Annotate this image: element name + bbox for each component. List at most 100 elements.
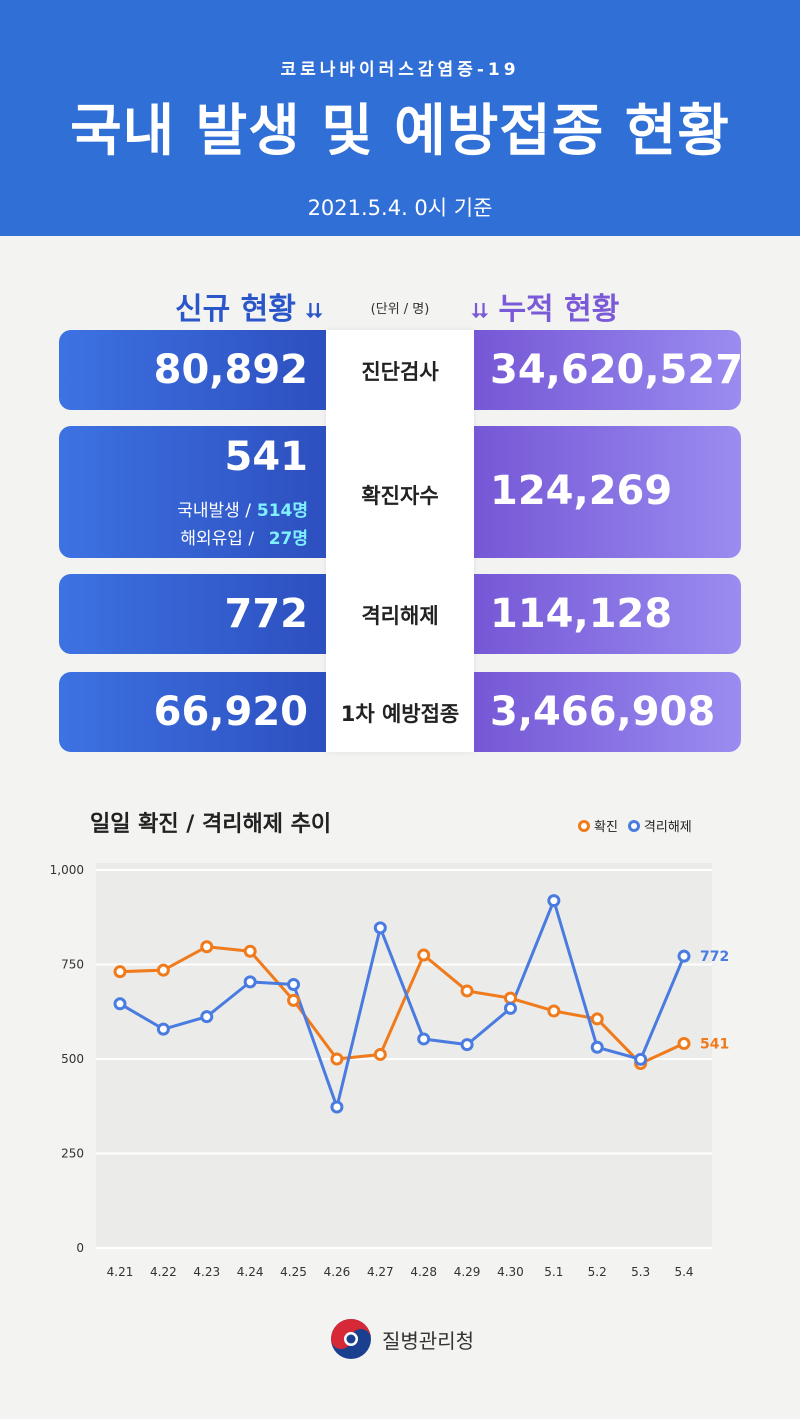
row-label-strip xyxy=(326,330,474,752)
domestic-label: 국내발생 / xyxy=(177,501,251,521)
new-status-header: 신규 현황 ⮇ xyxy=(175,284,322,328)
cumulative-status-header: ⮇ 누적 현황 xyxy=(472,284,619,328)
overseas-breakdown: 해외유입 / 27명 xyxy=(180,524,308,549)
data-point xyxy=(156,1022,170,1036)
row-label-tests: 진단검사 xyxy=(361,360,439,384)
plot-area xyxy=(96,863,712,1249)
x-tick-label: 5.3 xyxy=(631,1265,650,1279)
x-tick-label: 4.25 xyxy=(280,1265,307,1279)
data-point xyxy=(503,1001,517,1015)
new-confirmed-value: 541 xyxy=(224,434,309,480)
data-point xyxy=(200,940,214,954)
row-label-released: 격리해제 xyxy=(361,604,439,628)
data-point xyxy=(547,894,561,908)
chart-title: 일일 확진 / 격리해제 추이 xyxy=(90,812,332,837)
data-point xyxy=(677,1037,691,1051)
data-point xyxy=(330,1100,344,1114)
legend-label-released: 격리해제 xyxy=(643,820,692,835)
domestic-breakdown: 국내발생 / 514명 xyxy=(177,496,308,521)
cumulative-confirmed-card: 124,269 xyxy=(474,426,741,558)
y-tick-label: 1,000 xyxy=(50,863,84,877)
cumulative-released-card: 114,128 xyxy=(474,574,741,654)
chevron-down-icon: ⮇ xyxy=(306,298,323,323)
domestic-value: 514명 xyxy=(256,501,308,521)
cumulative-vaccination-value: 3,466,908 xyxy=(490,689,716,735)
cumulative-vaccination-card: 3,466,908 xyxy=(474,672,741,752)
data-point xyxy=(373,921,387,935)
report-date: 2021.5.4. 0시 기준 xyxy=(307,196,493,220)
new-tests-card: 80,892 xyxy=(59,330,326,410)
new-vaccination-value: 66,920 xyxy=(153,689,308,735)
cumulative-tests-value: 34,620,527 xyxy=(490,347,744,393)
data-point xyxy=(503,991,517,1005)
data-point xyxy=(677,949,691,963)
data-point xyxy=(590,1040,604,1054)
x-tick-label: 4.29 xyxy=(454,1265,481,1279)
footer: 질병관리청 xyxy=(330,1318,474,1360)
end-value-label: 541 xyxy=(700,1037,729,1053)
row-label-confirmed: 확진자수 xyxy=(361,484,439,508)
cumulative-tests-card: 34,620,527 xyxy=(474,330,744,410)
x-tick-label: 5.2 xyxy=(588,1265,607,1279)
legend-dot-icon xyxy=(627,819,640,832)
new-released-card: 772 xyxy=(59,574,326,654)
legend-dot-icon xyxy=(578,819,590,832)
data-point xyxy=(460,1038,474,1052)
new-tests-value: 80,892 xyxy=(153,347,308,393)
taegeuk-emblem-icon xyxy=(331,1319,371,1359)
new-status-label: 신규 현황 xyxy=(175,292,296,327)
series-line-released xyxy=(119,899,686,1109)
cumulative-released-value: 114,128 xyxy=(490,591,673,637)
data-point xyxy=(200,1010,214,1024)
data-point xyxy=(243,975,257,989)
data-point xyxy=(243,944,257,958)
x-tick-label: 4.22 xyxy=(150,1265,177,1279)
header-subtitle: 코로나바이러스감염증-19 xyxy=(280,60,520,80)
x-tick-label: 5.1 xyxy=(544,1265,563,1279)
x-tick-label: 4.23 xyxy=(193,1265,220,1279)
overseas-label: 해외유입 / xyxy=(180,529,255,549)
x-tick-label: 4.21 xyxy=(107,1265,134,1279)
x-tick-label: 4.28 xyxy=(410,1265,437,1279)
x-tick-label: 5.4 xyxy=(674,1265,693,1279)
data-point xyxy=(417,1032,431,1046)
legend-item-confirmed: 확진 xyxy=(578,816,618,835)
data-point xyxy=(373,1047,387,1061)
x-tick-label: 4.27 xyxy=(367,1265,394,1279)
data-point xyxy=(330,1052,344,1066)
data-point xyxy=(113,965,127,979)
data-point xyxy=(156,963,170,977)
data-point xyxy=(547,1004,561,1018)
cumulative-confirmed-value: 124,269 xyxy=(490,468,673,514)
end-value-label: 772 xyxy=(700,949,729,965)
x-tick-label: 4.24 xyxy=(237,1265,264,1279)
data-point xyxy=(417,948,431,962)
legend-label-confirmed: 확진 xyxy=(594,820,618,835)
data-point xyxy=(634,1052,648,1066)
y-tick-label: 0 xyxy=(76,1241,84,1255)
chart-legend: 확진 격리해제 xyxy=(578,816,692,835)
new-vaccination-card: 66,920 xyxy=(59,672,326,752)
data-point xyxy=(590,1012,604,1026)
y-tick-label: 500 xyxy=(61,1052,84,1066)
y-tick-label: 750 xyxy=(61,958,84,972)
y-tick-label: 250 xyxy=(61,1147,84,1161)
data-point xyxy=(460,984,474,998)
new-confirmed-card: 541 국내발생 / 514명 해외유입 / 27명 xyxy=(59,426,326,558)
x-tick-label: 4.30 xyxy=(497,1265,524,1279)
header-banner: 코로나바이러스감염증-19 국내 발생 및 예방접종 현황 2021.5.4. … xyxy=(0,0,800,236)
page-title: 국내 발생 및 예방접종 현황 xyxy=(70,99,730,164)
org-name: 질병관리청 xyxy=(382,1328,474,1353)
x-tick-label: 4.26 xyxy=(324,1265,351,1279)
row-label-vaccination: 1차 예방접종 xyxy=(340,702,460,726)
new-released-value: 772 xyxy=(224,591,309,637)
legend-item-released: 격리해제 xyxy=(627,816,692,835)
unit-label: (단위 / 명) xyxy=(370,302,430,317)
data-point xyxy=(287,993,301,1007)
data-point xyxy=(287,978,301,992)
overseas-value: 27명 xyxy=(268,529,308,549)
line-chart: 0 250 500 750 1,000 4.21 4.22 4.23 4.24 4.25 4.26… xyxy=(50,863,729,1279)
cumulative-status-label: 누적 현황 xyxy=(498,292,620,327)
chevron-down-icon: ⮇ xyxy=(472,298,488,323)
data-point xyxy=(113,997,127,1011)
